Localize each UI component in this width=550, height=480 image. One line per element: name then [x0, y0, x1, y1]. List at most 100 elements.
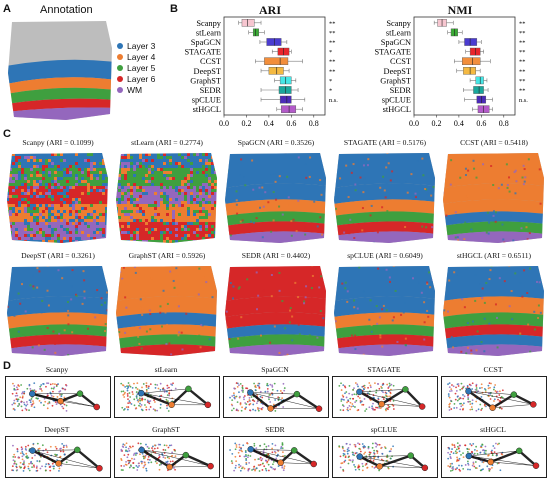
- method-label: stLearn: [386, 28, 412, 37]
- legend-label: Layer 5: [127, 62, 156, 73]
- panel-letter-b: B: [170, 3, 178, 15]
- legend-label: Layer 6: [127, 73, 156, 84]
- tissue-map: [225, 266, 326, 356]
- trajectory-graph: [120, 442, 214, 472]
- significance-mark: **: [519, 20, 525, 27]
- legend-item-wm: WM: [117, 84, 155, 95]
- significance-mark: n.s.: [329, 97, 338, 104]
- box-spclue: [279, 95, 292, 104]
- plot-frame: [413, 16, 516, 116]
- box-sthgcl: [281, 105, 297, 113]
- legend-item-layer3: Layer 3: [117, 40, 155, 51]
- legend-item-layer6: Layer 6: [117, 73, 155, 84]
- legend-dot: [117, 86, 123, 93]
- box-scanpy: [241, 18, 255, 27]
- tissue-map: [7, 153, 108, 243]
- trajectory-title: spCLUE: [370, 425, 398, 434]
- legend-item-layer5: Layer 5: [117, 62, 155, 73]
- x-tick-label: 0.8: [499, 119, 509, 128]
- box-deepst: [463, 67, 476, 75]
- panel-letter-a: A: [3, 3, 11, 15]
- tissue-map: [443, 266, 544, 356]
- method-label: spCLUE: [382, 96, 411, 105]
- panel-letter-d: D: [3, 360, 11, 372]
- legend-dot: [117, 64, 123, 71]
- tissue-grid: Scanpy (ARI = 0.1099) stLearn (ARI = 0.27…: [0, 128, 550, 358]
- tissue-title: STAGATE (ARI = 0.5176): [343, 138, 427, 147]
- x-tick-label: 0.6: [476, 119, 486, 128]
- significance-mark: **: [519, 49, 525, 56]
- trajectory-plot: [332, 436, 438, 478]
- tissue-title: DeepST (ARI = 0.3261): [21, 251, 95, 260]
- x-tick-label: 0.0: [409, 119, 419, 128]
- x-tick-label: 0.2: [431, 119, 441, 128]
- tissue-title: SpaGCN (ARI = 0.3526): [237, 138, 315, 147]
- significance-mark: **: [519, 59, 525, 66]
- box-spagcn: [464, 38, 478, 46]
- significance-mark: **: [329, 59, 335, 66]
- tissue-map: [334, 153, 435, 243]
- tissue-title: GraphST (ARI = 0.5926): [128, 251, 206, 260]
- boxplot-nmi: Scanpy ** stLearn ** SpaGCN ** STAGATE ** CCST **…: [374, 16, 528, 128]
- x-tick-label: 0.6: [286, 119, 296, 128]
- trajectory-graph: [447, 382, 537, 412]
- method-label: stLearn: [196, 28, 222, 37]
- trajectory-plot: [5, 376, 111, 418]
- significance-mark: *: [329, 78, 332, 85]
- significance-mark: **: [329, 40, 335, 47]
- annotation-legend: Layer 3 Layer 4 Layer 5 Layer 6 WM: [117, 40, 155, 95]
- legend-dot: [117, 53, 123, 60]
- trajectory-plot: [5, 436, 111, 478]
- tissue-title: Scanpy (ARI = 0.1099): [22, 138, 94, 147]
- box-ccst: [462, 57, 481, 65]
- method-label: DeepST: [194, 67, 221, 76]
- box-ccst: [264, 57, 289, 65]
- x-tick-label: 0.2: [241, 119, 251, 128]
- significance-mark: *: [329, 88, 332, 95]
- method-label: stHGCL: [383, 105, 411, 114]
- trajectory-title: Scanpy: [45, 365, 69, 374]
- method-label: SpaGCN: [191, 38, 221, 47]
- tissue-map: [116, 266, 217, 356]
- legend-label: Layer 4: [127, 51, 156, 62]
- x-tick-label: 0.4: [454, 119, 464, 128]
- trajectory-plot: [223, 376, 329, 418]
- trajectory-title: GraphST: [152, 425, 180, 434]
- trajectory-plot: [223, 436, 329, 478]
- significance-mark: *: [329, 49, 332, 56]
- trajectory-graph: [338, 442, 429, 472]
- tissue-title: CCST (ARI = 0.5418): [460, 138, 528, 147]
- trajectory-title: SpaGCN: [261, 365, 289, 374]
- method-label: GraphST: [190, 76, 221, 85]
- method-label: DeepST: [384, 67, 411, 76]
- annotation-tissue: [8, 21, 112, 120]
- trajectory-graph: [11, 382, 100, 412]
- tissue-title: stLearn (ARI = 0.2774): [131, 138, 203, 147]
- legend-label: Layer 3: [127, 40, 156, 51]
- trajectory-graph: [447, 442, 540, 472]
- legend-dot: [117, 42, 123, 49]
- box-graphst: [475, 76, 484, 85]
- tissue-title: stHGCL (ARI = 0.6511): [456, 251, 532, 260]
- legend-dot: [117, 75, 123, 82]
- legend-item-layer4: Layer 4: [117, 51, 155, 62]
- significance-mark: **: [519, 30, 525, 37]
- tissue-map: [225, 153, 326, 243]
- trajectory-plot: [441, 436, 547, 478]
- trajectory-grid: Scanpy stLearn SpaGCN STAGATE CCST DeepST Grap…: [0, 360, 550, 480]
- trajectory-graph: [229, 442, 317, 472]
- boxplot-nmi-title: NMI: [447, 3, 473, 17]
- tissue-map: [443, 153, 544, 243]
- trajectory-plot: [114, 376, 220, 418]
- box-deepst: [268, 67, 284, 75]
- trajectory-title: STAGATE: [367, 365, 401, 374]
- significance-mark: **: [329, 30, 335, 37]
- annotation-title: Annotation: [40, 4, 93, 16]
- method-label: CCST: [390, 57, 411, 66]
- box-stagate: [469, 47, 481, 56]
- method-label: SEDR: [390, 86, 412, 95]
- significance-mark: **: [519, 40, 525, 47]
- method-label: spCLUE: [192, 96, 221, 105]
- trajectory-title: stLearn: [154, 365, 178, 374]
- significance-mark: n.s.: [519, 97, 528, 104]
